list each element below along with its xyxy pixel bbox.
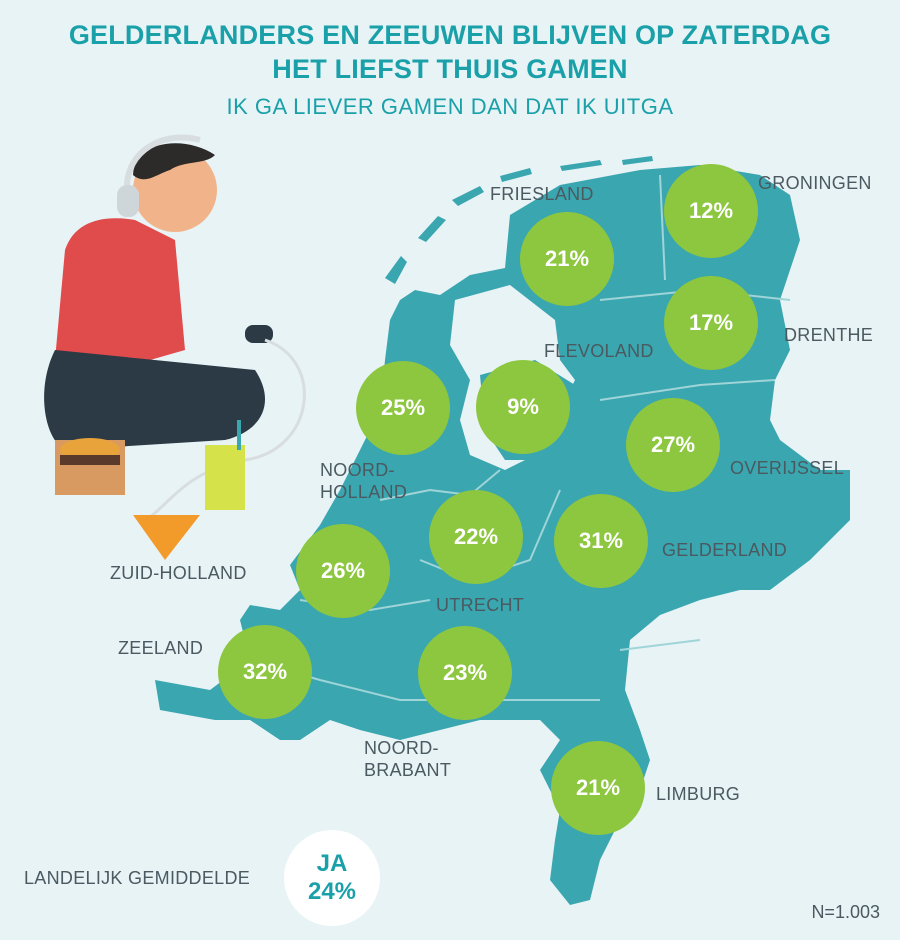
bubble-friesland: 21% — [520, 212, 614, 306]
label-noord-holland-line1: NOORD- — [320, 460, 395, 480]
label-noord-brabant-line2: BRABANT — [364, 760, 452, 780]
sample-size: N=1.003 — [811, 902, 880, 922]
headphones-band — [123, 134, 201, 191]
controller-cable — [144, 338, 306, 522]
wadden-islands — [385, 156, 653, 284]
label-noord-brabant: NOORD- BRABANT — [364, 737, 451, 781]
national-average-answer: JA — [316, 850, 348, 877]
red-shirt — [55, 218, 185, 370]
burger-patty — [60, 455, 120, 465]
national-average-circle: JA 24% — [284, 830, 380, 926]
title-line-1: GELDERLANDERS EN ZEEUWEN BLIJVEN OP ZATE… — [68, 20, 832, 50]
game-controller — [245, 325, 273, 343]
label-utrecht: UTRECHT — [436, 595, 525, 615]
bubble-utrecht: 22% — [429, 490, 523, 584]
gamer-illustration — [44, 134, 306, 560]
hair — [133, 143, 215, 180]
pizza-slice — [133, 515, 200, 560]
label-noord-holland: NOORD- HOLLAND — [320, 459, 407, 503]
label-gelderland: GELDERLAND — [662, 540, 788, 560]
drink-straw — [237, 420, 241, 450]
bubble-gelderland: 31% — [554, 494, 648, 588]
label-zeeland: ZEELAND — [118, 638, 204, 658]
label-overijssel: OVERIJSSEL — [730, 458, 845, 478]
label-limburg: LIMBURG — [656, 784, 741, 804]
drink-cup — [205, 445, 245, 510]
label-groningen: GRONINGEN — [758, 173, 872, 193]
bubble-noord-holland: 25% — [356, 361, 450, 455]
bubble-groningen: 12% — [664, 164, 758, 258]
label-noord-brabant-line1: NOORD- — [364, 738, 439, 758]
page-subtitle: IK GA LIEVER GAMEN DAN DAT IK UITGA — [226, 94, 674, 119]
label-zuid-holland: ZUID-HOLLAND — [110, 563, 247, 583]
national-average-label: LANDELIJK GEMIDDELDE — [24, 868, 251, 888]
bubble-overijssel: 27% — [626, 398, 720, 492]
national-average-value: 24% — [307, 878, 357, 905]
bubble-noord-brabant: 23% — [418, 626, 512, 720]
label-drenthe: DRENTHE — [784, 325, 874, 345]
bubble-limburg: 21% — [551, 741, 645, 835]
label-friesland: FRIESLAND — [490, 184, 594, 204]
page-title: GELDERLANDERS EN ZEEUWEN BLIJVEN OP ZATE… — [0, 18, 900, 86]
label-noord-holland-line2: HOLLAND — [320, 482, 408, 502]
bubble-zuid-holland: 26% — [296, 524, 390, 618]
bubble-drenthe: 17% — [664, 276, 758, 370]
label-flevoland: FLEVOLAND — [544, 341, 654, 361]
dark-pants — [44, 350, 265, 450]
title-line-2: HET LIEFST THUIS GAMEN — [272, 54, 628, 84]
bubble-flevoland: 9% — [476, 360, 570, 454]
bubble-zeeland: 32% — [218, 625, 312, 719]
headphones-cup — [117, 185, 139, 217]
